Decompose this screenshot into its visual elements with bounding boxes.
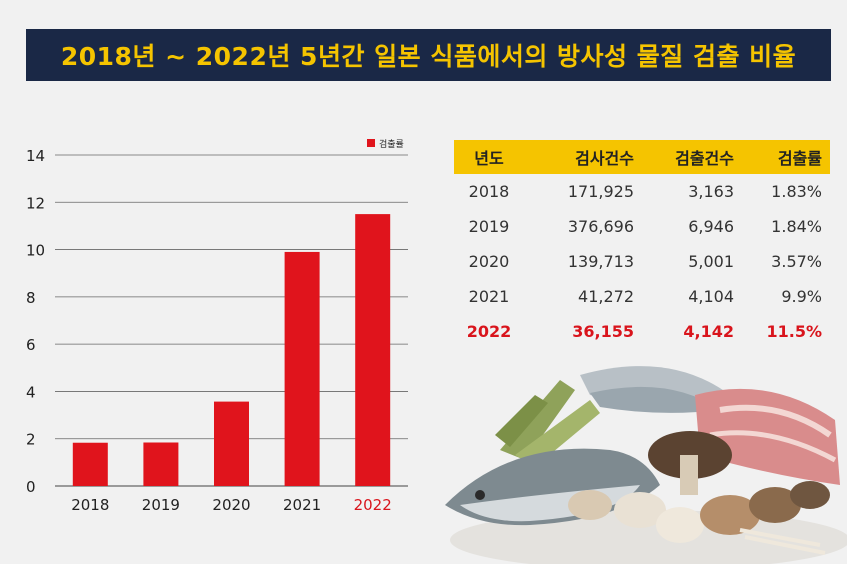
cell-detections: 4,104 (688, 287, 734, 306)
cell-detections: 5,001 (688, 252, 734, 271)
x-tick-label: 2018 (71, 496, 109, 514)
x-tick-label: 2019 (142, 496, 180, 514)
food-illustration (445, 366, 847, 564)
cell-rate: 11.5% (766, 322, 822, 341)
page-title: 2018년 ~ 2022년 5년간 일본 식품에서의 방사성 물질 검출 비율 (26, 29, 831, 81)
x-tick-label: 2021 (283, 496, 321, 514)
bar-2019 (143, 442, 179, 486)
bar-2018 (72, 442, 108, 486)
bar-2021 (284, 251, 320, 486)
y-tick-label: 14 (26, 147, 45, 165)
x-tick-label: 2022 (354, 496, 392, 514)
cell-year: 2021 (468, 287, 510, 306)
table-row: 2019 376,696 6,946 1.84% (454, 209, 830, 244)
cell-detections: 6,946 (688, 217, 734, 236)
header-detections: 검출건수 (675, 149, 734, 168)
y-tick-label: 10 (26, 242, 45, 260)
table-row-highlight: 2022 36,155 4,142 11.5% (454, 314, 830, 349)
bar-2022 (355, 214, 391, 486)
y-tick-label: 4 (26, 383, 36, 401)
y-tick-label: 8 (26, 289, 36, 307)
cell-rate: 1.84% (771, 217, 822, 236)
header-year: 년도 (474, 149, 504, 168)
cell-year: 2018 (468, 182, 510, 201)
legend: 검출률 (367, 138, 404, 150)
y-tick-labels: 0 2 4 6 8 10 12 14 (26, 147, 45, 496)
cell-tests: 41,272 (578, 287, 634, 306)
table-row: 2020 139,713 5,001 3.57% (454, 244, 830, 279)
bar-2020 (214, 401, 249, 486)
table-header: 년도 검사건수 검출건수 검출률 (454, 140, 830, 174)
y-tick-label: 2 (26, 431, 36, 449)
cell-tests: 171,925 (567, 182, 634, 201)
cell-rate: 1.83% (771, 182, 822, 201)
x-tick-label: 2020 (212, 496, 250, 514)
table-row: 2018 171,925 3,163 1.83% (454, 174, 830, 209)
cell-year: 2022 (466, 322, 512, 341)
cell-rate: 9.9% (781, 287, 822, 306)
header-tests: 검사건수 (575, 149, 634, 168)
cell-detections: 3,163 (688, 182, 734, 201)
cell-tests: 376,696 (567, 217, 634, 236)
x-tick-labels: 2018 2019 2020 2021 2022 (71, 496, 392, 514)
cell-tests: 139,713 (567, 252, 634, 271)
cell-detections: 4,142 (683, 322, 734, 341)
y-tick-label: 6 (26, 336, 36, 354)
table-row: 2021 41,272 4,104 9.9% (454, 279, 830, 314)
bars (72, 214, 391, 486)
grid-lines (55, 154, 408, 487)
cell-rate: 3.57% (771, 252, 822, 271)
cell-year: 2019 (468, 217, 510, 236)
header-rate: 검출률 (777, 149, 822, 168)
cell-year: 2020 (468, 252, 510, 271)
cell-tests: 36,155 (572, 322, 634, 341)
y-tick-label: 12 (26, 194, 45, 212)
detection-table: 년도 검사건수 검출건수 검출률 2018 171,925 3,163 1.83… (454, 140, 830, 349)
legend-label: 검출률 (379, 138, 404, 150)
y-tick-label: 0 (26, 478, 36, 496)
legend-swatch (367, 139, 375, 147)
